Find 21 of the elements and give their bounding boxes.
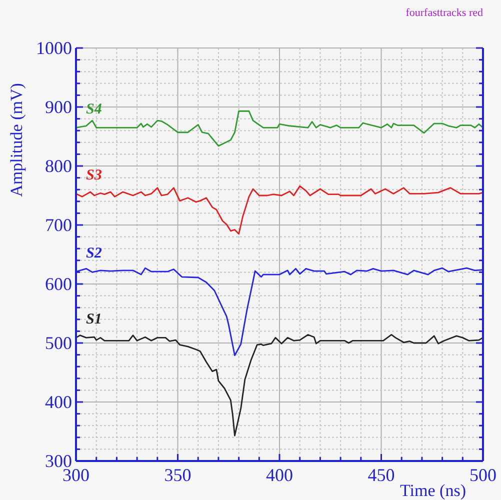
- x-tick-label: 350: [164, 465, 192, 485]
- y-tick-label: 900: [45, 97, 72, 117]
- y-tick-label: 400: [45, 392, 72, 412]
- series-label: S4: [86, 102, 102, 118]
- x-tick-label: 400: [266, 465, 293, 485]
- x-axis-title: Time (ns): [400, 481, 466, 500]
- y-tick-label: 500: [45, 333, 72, 353]
- series-label: S1: [86, 312, 102, 328]
- line-series: [75, 267, 484, 356]
- y-axis-title: Amplitude (mV): [7, 83, 26, 197]
- y-tick-label: 800: [45, 156, 72, 176]
- x-tick-label: 500: [470, 465, 496, 485]
- line-series: [75, 185, 484, 235]
- y-tick-label: 1000: [36, 38, 72, 58]
- x-tick-label: 450: [368, 465, 395, 485]
- line-series: [75, 334, 484, 436]
- series-label: S2: [86, 246, 102, 262]
- series-label: S3: [86, 168, 102, 184]
- y-tick-label: 600: [45, 274, 72, 294]
- y-tick-label: 700: [45, 215, 72, 235]
- text: fourfasttracks red: [406, 7, 484, 19]
